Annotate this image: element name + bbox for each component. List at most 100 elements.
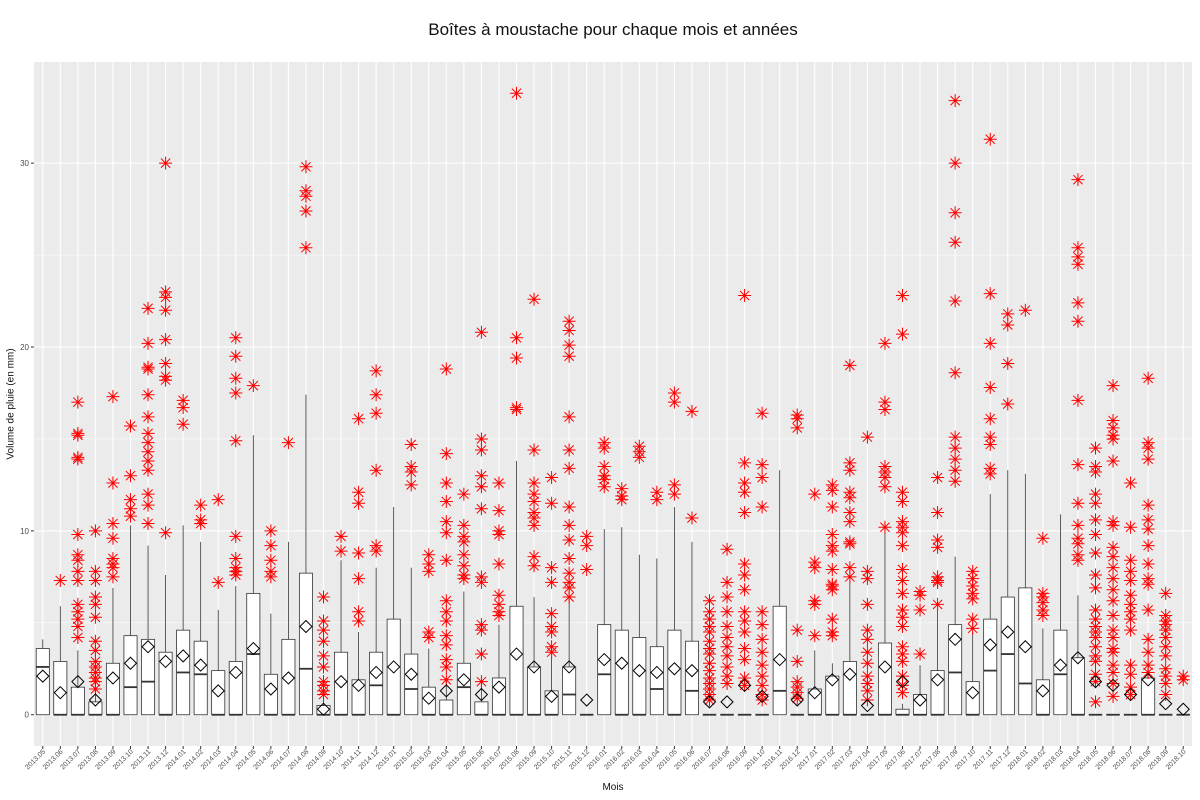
outlier-point (860, 572, 874, 586)
outlier-point (106, 531, 120, 545)
outlier-point (299, 189, 313, 203)
box-group (702, 594, 717, 716)
outlier-point (317, 688, 330, 702)
box-group (439, 362, 454, 716)
outlier-point (369, 364, 383, 378)
outlier-point (299, 241, 313, 255)
outlier-point (141, 388, 155, 402)
outlier-point (317, 649, 330, 663)
outlier-point (580, 529, 594, 543)
outlier-point (1124, 476, 1138, 490)
mean-marker (509, 647, 524, 661)
outlier-point (738, 678, 752, 692)
outlier-point (913, 647, 927, 661)
box-group (1123, 476, 1138, 716)
outlier-point (246, 379, 260, 393)
outlier-point (1124, 520, 1138, 534)
outlier-point (1124, 605, 1138, 619)
outlier-point (720, 575, 734, 589)
box-iqr (807, 688, 822, 716)
outlier-point (755, 678, 769, 692)
outlier-point (159, 357, 173, 371)
outlier-point (1036, 531, 1050, 545)
box-iqr (825, 675, 840, 716)
box-iqr (439, 699, 454, 716)
box-group (421, 548, 436, 716)
outlier-point (194, 498, 208, 512)
box-iqr (562, 666, 577, 716)
outlier-point (176, 393, 190, 407)
outlier-point (1001, 357, 1015, 371)
mean-marker (1036, 684, 1050, 698)
mean-marker (1158, 697, 1173, 711)
outlier-point (159, 156, 173, 170)
outlier-point (755, 471, 769, 485)
outlier-point (843, 561, 857, 575)
box-group (772, 470, 787, 716)
outlier-point (492, 476, 506, 490)
outlier-point (808, 629, 822, 643)
mean-marker (650, 665, 664, 680)
y-tick-label: 20 (20, 343, 29, 352)
mean-marker (176, 649, 190, 663)
box-group (316, 590, 331, 716)
outlier-point (703, 664, 716, 678)
mean-marker (264, 682, 278, 696)
outlier-point (562, 461, 576, 475)
outlier-point (474, 623, 488, 637)
box-group (70, 395, 85, 716)
outlier-point (1159, 586, 1173, 600)
box-iqr (667, 629, 682, 716)
outlier-point (1089, 631, 1102, 645)
outlier-point (738, 653, 752, 667)
outlier-point (1141, 441, 1155, 455)
outlier-point (1159, 623, 1173, 637)
outlier-point (738, 557, 752, 571)
outlier-point (229, 371, 243, 385)
box-group (404, 437, 419, 716)
x-axis-label: Mois (602, 782, 624, 793)
outlier-point (703, 605, 716, 619)
outlier-point (317, 660, 330, 674)
outlier-point (124, 509, 137, 523)
outlier-point (88, 574, 102, 588)
outlier-point (141, 436, 155, 450)
box-iqr (913, 694, 928, 716)
outlier-point (1124, 680, 1138, 694)
box-group (684, 404, 699, 716)
outlier-point (492, 597, 506, 611)
outlier-point (667, 478, 681, 492)
box-iqr (983, 618, 998, 716)
box-iqr (70, 686, 85, 716)
outlier-point (334, 544, 348, 558)
outlier-point (159, 303, 173, 317)
outlier-point (896, 526, 909, 540)
outlier-point (948, 235, 962, 249)
outlier-point (738, 568, 752, 582)
outlier-point (1089, 675, 1102, 689)
outlier-point (896, 327, 909, 341)
mean-marker (562, 660, 576, 674)
outlier-point (1159, 631, 1173, 645)
outlier-point (667, 395, 681, 409)
outlier-point (1089, 465, 1102, 479)
outlier-point (141, 454, 155, 468)
outlier-point (1071, 518, 1085, 532)
outlier-point (1141, 577, 1155, 591)
outlier-point (878, 471, 892, 485)
outlier-point (71, 564, 85, 578)
outlier-point (492, 528, 506, 542)
outlier-point (825, 528, 839, 542)
outlier-point (352, 572, 366, 586)
box-group (1158, 586, 1173, 716)
chart-title: Boîtes à moustache pour chaque mois et a… (428, 20, 798, 39)
mean-marker (1071, 651, 1085, 665)
box-group (562, 314, 577, 716)
outlier-point (492, 608, 506, 622)
outlier-point (948, 474, 962, 488)
outlier-point (913, 603, 927, 617)
outlier-point (1106, 550, 1120, 564)
outlier-point (983, 336, 997, 350)
outlier-point (1071, 314, 1085, 328)
